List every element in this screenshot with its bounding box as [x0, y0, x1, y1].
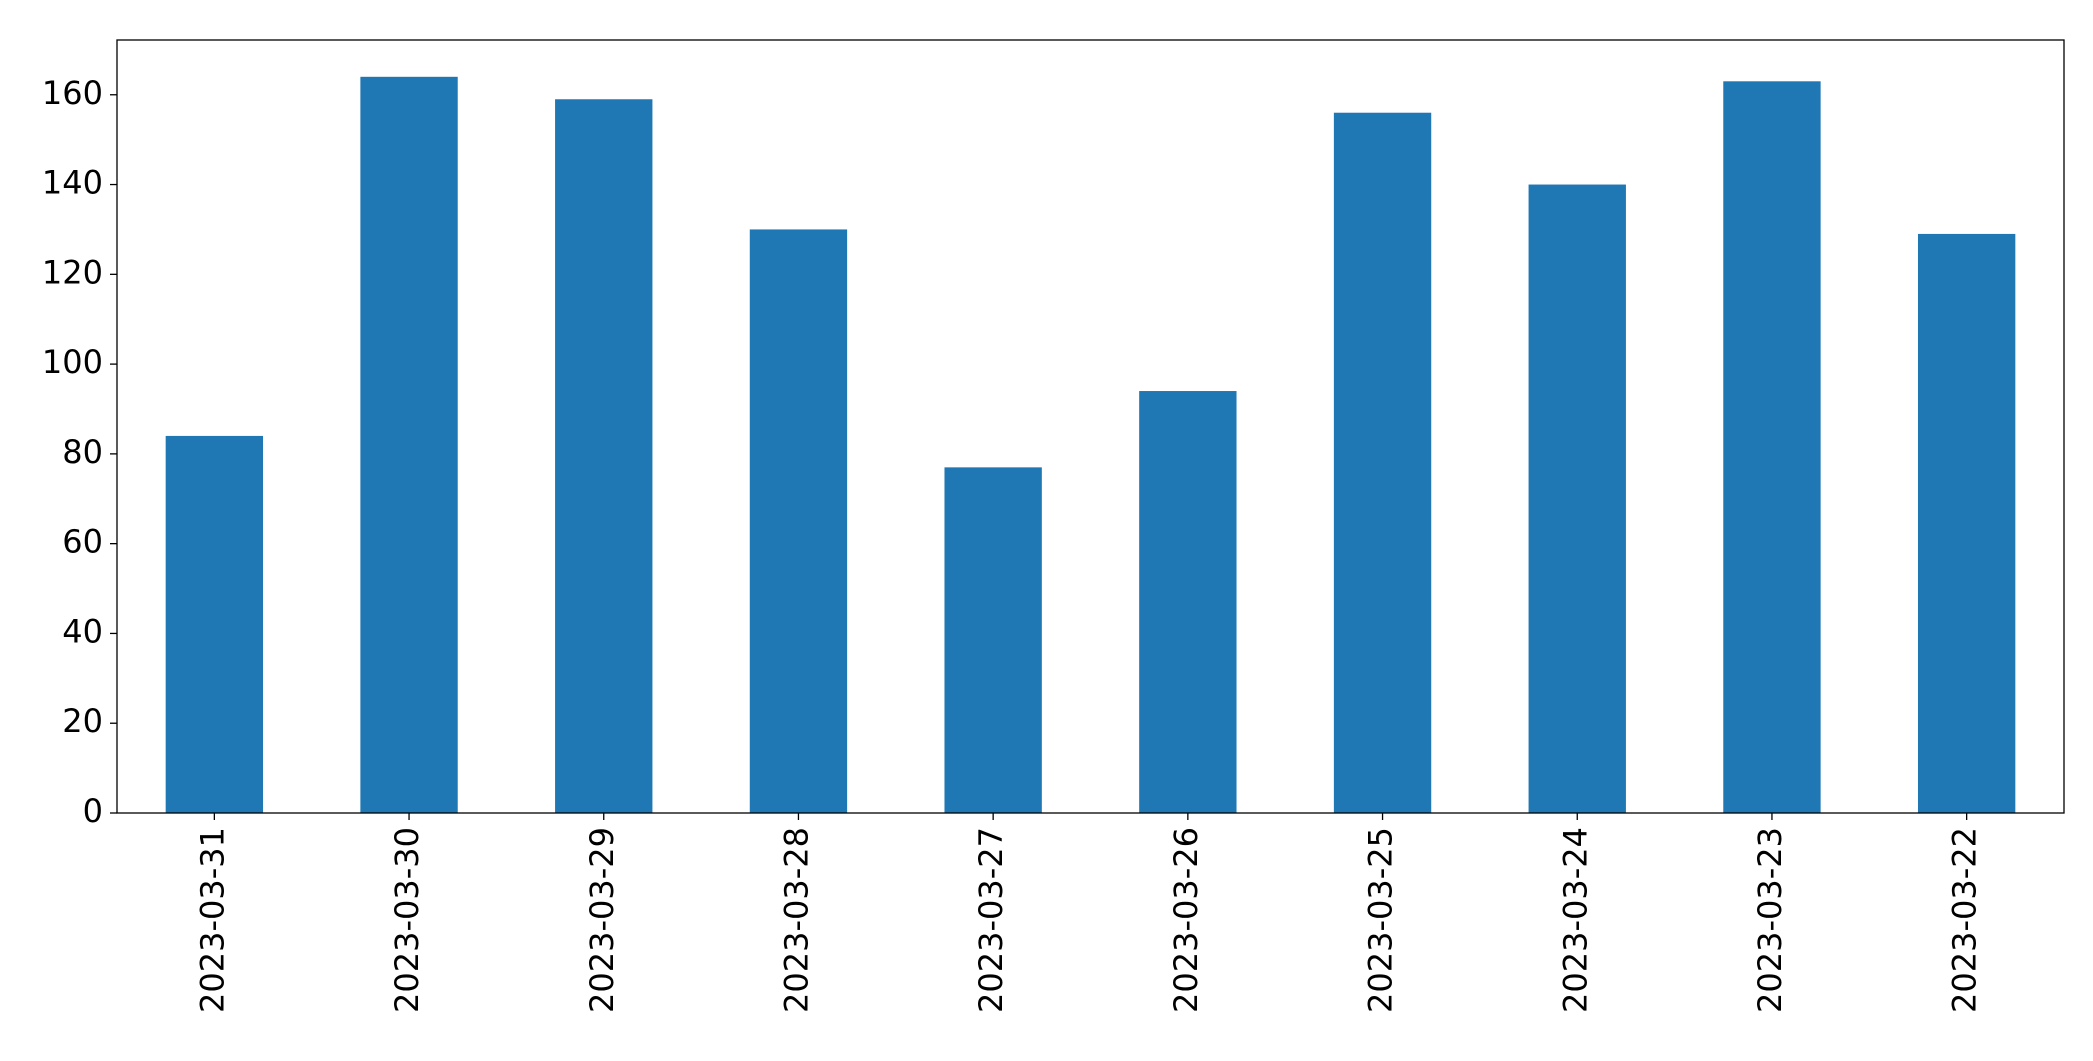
x-tick-label: 2023-03-24 [1556, 827, 1594, 1013]
y-tick-label: 60 [62, 523, 103, 561]
y-tick-label: 140 [42, 164, 103, 202]
bar [749, 229, 848, 813]
bar [1917, 233, 2016, 813]
x-tick-label: 2023-03-29 [583, 827, 621, 1013]
x-tick-label: 2023-03-23 [1751, 827, 1789, 1013]
y-tick-label: 80 [62, 433, 103, 471]
x-tick-label: 2023-03-30 [388, 827, 426, 1013]
y-tick-label: 40 [62, 612, 103, 650]
plot-frame [116, 39, 2065, 814]
bar [1528, 184, 1626, 814]
x-tick-label: 2023-03-27 [972, 827, 1010, 1013]
x-tick-label: 2023-03-31 [193, 827, 231, 1013]
y-tick-label: 0 [83, 792, 103, 830]
x-tick-label: 2023-03-22 [1946, 827, 1984, 1013]
y-tick-label: 120 [42, 253, 103, 291]
x-tick-label: 2023-03-28 [777, 827, 815, 1013]
bar [944, 467, 1042, 813]
y-tick-label: 20 [62, 702, 103, 740]
bar [1333, 112, 1432, 813]
bar [1723, 81, 1821, 814]
x-tick-label: 2023-03-26 [1167, 827, 1205, 1013]
y-tick-label: 160 [42, 74, 103, 112]
bar [1139, 391, 1237, 813]
bar [360, 76, 458, 814]
bar [555, 99, 653, 814]
y-tick-label: 100 [42, 343, 103, 381]
x-tick-label: 2023-03-25 [1362, 827, 1400, 1013]
bar [165, 435, 264, 813]
